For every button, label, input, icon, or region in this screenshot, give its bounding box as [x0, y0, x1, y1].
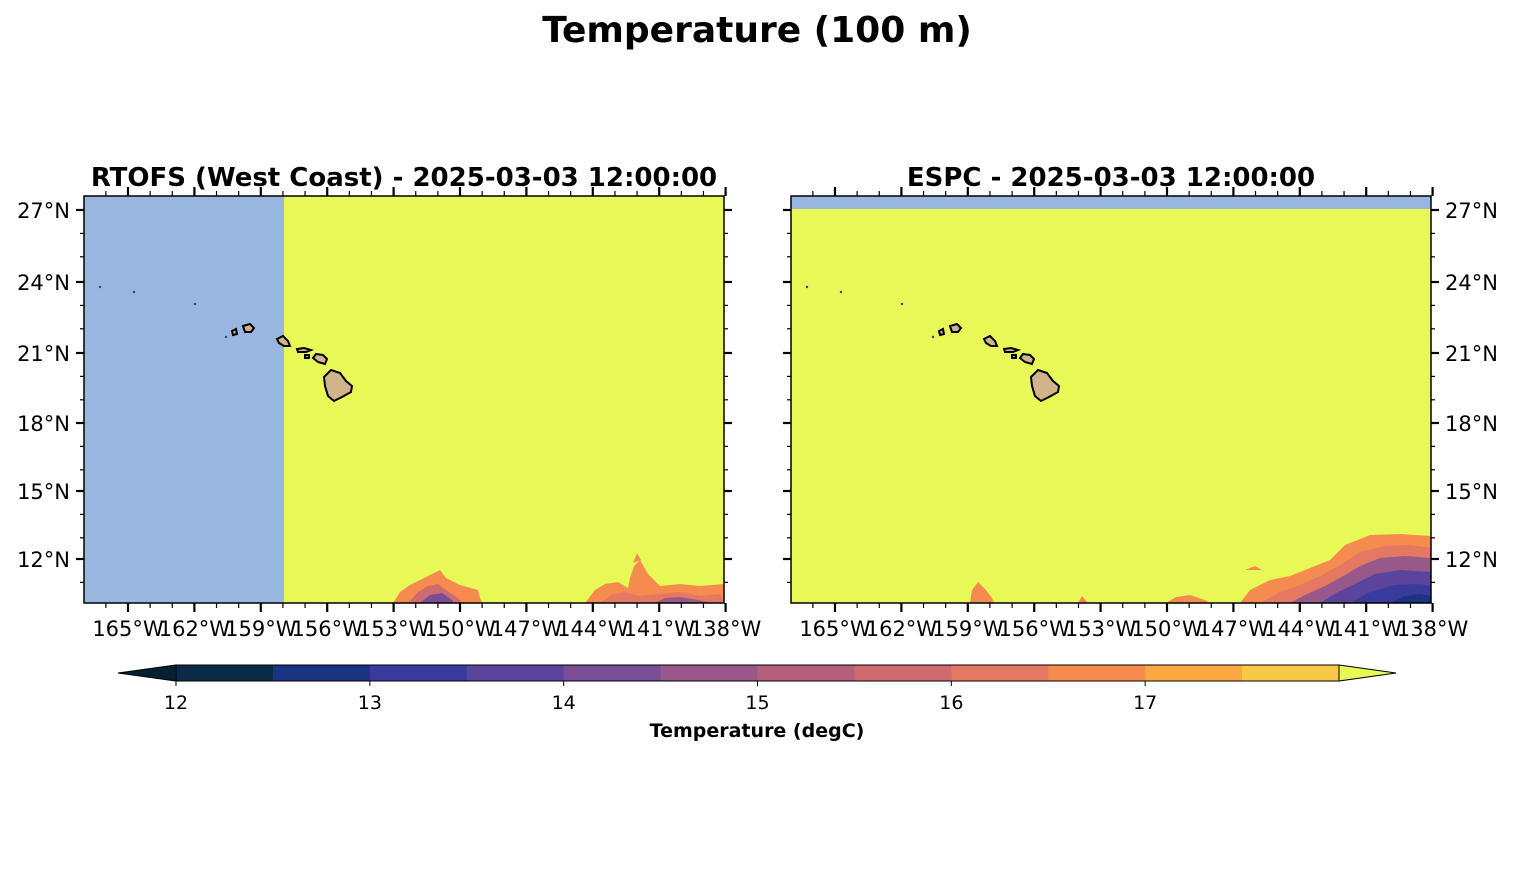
colorbar-tick-label: 15 — [745, 692, 769, 714]
lon-tick-label: 144°W — [557, 617, 629, 641]
island-shape — [322, 368, 354, 403]
lon-tick-label: 159°W — [225, 617, 297, 641]
islet-mark — [900, 302, 904, 306]
colorbar-label: Temperature (degC) — [650, 720, 865, 742]
colorbar-tick-label: 13 — [358, 692, 382, 714]
lon-tick-label: 147°W — [491, 617, 563, 641]
island-shape — [304, 354, 310, 359]
colorbar-tick-label: 17 — [1133, 692, 1157, 714]
island-shape — [275, 334, 292, 347]
lon-tick-label: 150°W — [1131, 617, 1203, 641]
ocean-field-espc — [791, 196, 1431, 603]
lon-tick-label: 165°W — [799, 617, 871, 641]
islet-mark — [224, 335, 228, 339]
missing-data-region — [84, 196, 284, 603]
island-shape — [1018, 352, 1036, 366]
lon-tick-label: 138°W — [690, 617, 762, 641]
lat-tick-label: 18°N — [17, 412, 70, 436]
colorbar-swatch — [951, 665, 1049, 681]
islet-mark — [98, 285, 102, 289]
missing-data-strip — [791, 196, 1431, 209]
colorbar-swatch — [369, 665, 468, 681]
islet-mark — [805, 285, 809, 289]
colorbar-swatch — [1145, 665, 1243, 681]
lat-tick-label: 12°N — [1445, 548, 1498, 572]
lon-tick-label: 153°W — [1065, 617, 1137, 641]
lon-tick-label: 141°W — [624, 617, 696, 641]
island-shape — [295, 346, 315, 353]
panel-title-rtofs: RTOFS (West Coast) - 2025-03-03 12:00:00 — [91, 163, 717, 193]
lon-tick-label: 159°W — [932, 617, 1004, 641]
island-shape — [937, 327, 946, 337]
cool-water-contours-rtofs — [393, 553, 724, 603]
map-panel-rtofs: RTOFS (West Coast) - 2025-03-03 12:00:00… — [17, 163, 761, 641]
lat-tick-label: 12°N — [17, 548, 70, 572]
colorbar-swatch — [1242, 665, 1340, 681]
colorbar-swatch — [1048, 665, 1146, 681]
lon-tick-label: 147°W — [1198, 617, 1270, 641]
island-shape — [948, 322, 963, 333]
lat-tick-label: 24°N — [17, 271, 70, 295]
island-shape — [1002, 346, 1022, 353]
lon-tick-label: 153°W — [358, 617, 430, 641]
colorbar-swatch — [854, 665, 952, 681]
island-shape — [311, 352, 329, 366]
lat-tick-label: 21°N — [17, 342, 70, 366]
lon-tick-label: 162°W — [159, 617, 231, 641]
lat-tick-label: 15°N — [17, 480, 70, 504]
islet-mark — [839, 290, 843, 294]
colorbar-tick-label: 14 — [552, 692, 576, 714]
map-panel-espc: ESPC - 2025-03-03 12:00:00 165°W162°W159… — [783, 163, 1498, 641]
colorbar-swatch — [176, 665, 274, 681]
lon-tick-label: 165°W — [92, 617, 164, 641]
islet-mark — [931, 335, 935, 339]
colorbar-swatch — [660, 665, 758, 681]
islet-mark — [132, 290, 136, 294]
colorbar-swatch — [272, 665, 371, 681]
colorbar-over-extend — [1338, 664, 1397, 682]
lon-tick-label: 156°W — [292, 617, 364, 641]
island-shape — [982, 334, 999, 347]
figure-title: Temperature (100 m) — [542, 10, 972, 51]
hawaiian-islands-rtofs — [98, 285, 354, 403]
lat-tick-label: 27°N — [1445, 199, 1498, 223]
colorbar-tick-label: 16 — [939, 692, 963, 714]
island-shape — [1011, 354, 1017, 359]
colorbar-swatch — [466, 665, 565, 681]
lon-tick-label: 150°W — [424, 617, 496, 641]
lat-tick-label: 15°N — [1445, 480, 1498, 504]
lon-tick-label: 144°W — [1264, 617, 1336, 641]
lon-tick-label: 138°W — [1397, 617, 1469, 641]
lon-tick-label: 156°W — [999, 617, 1071, 641]
hawaiian-islands-espc — [805, 285, 1061, 403]
island-shape — [241, 322, 256, 333]
lat-tick-label: 27°N — [17, 199, 70, 223]
cool-water-contours-espc — [970, 534, 1431, 603]
lon-tick-label: 141°W — [1331, 617, 1403, 641]
islet-mark — [193, 302, 197, 306]
lat-tick-label: 21°N — [1445, 342, 1498, 366]
island-shape — [230, 327, 239, 337]
lon-tick-label: 162°W — [866, 617, 938, 641]
lat-tick-label: 18°N — [1445, 412, 1498, 436]
panel-title-espc: ESPC - 2025-03-03 12:00:00 — [907, 163, 1315, 193]
colorbar-tick-label: 12 — [164, 692, 188, 714]
island-shape — [1029, 368, 1061, 403]
colorbar: 12 13 14 15 16 17 Temperature (degC) — [117, 664, 1397, 742]
lat-tick-label: 24°N — [1445, 271, 1498, 295]
colorbar-swatch — [563, 665, 662, 681]
colorbar-under-extend — [117, 664, 177, 682]
colorbar-swatch — [757, 665, 855, 681]
